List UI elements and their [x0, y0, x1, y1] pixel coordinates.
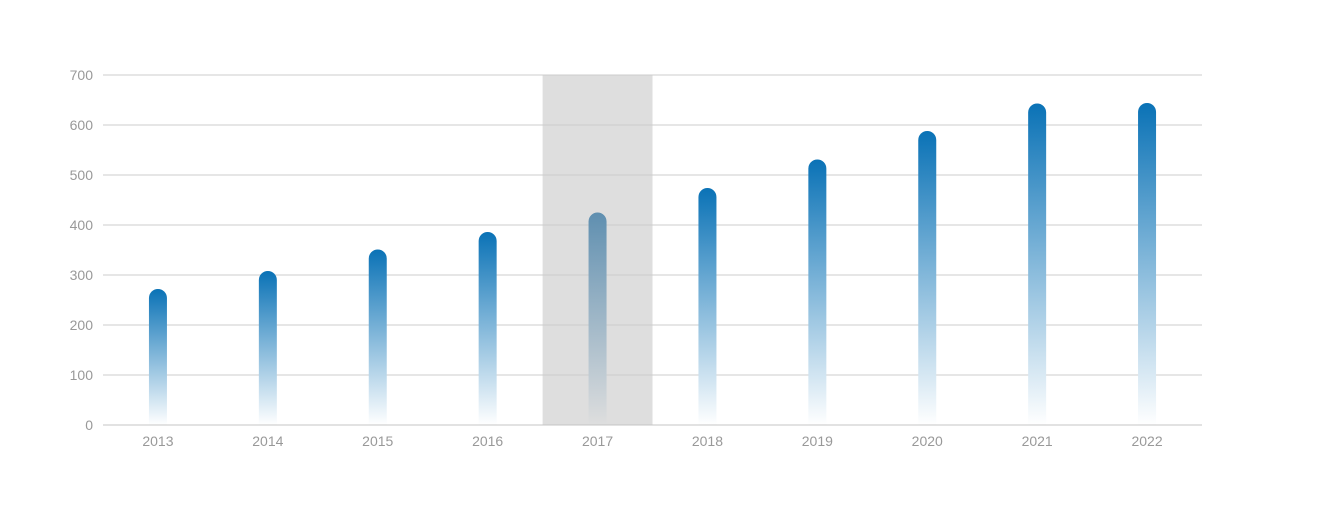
- x-tick-label: 2017: [582, 433, 613, 449]
- bar-2018: [698, 188, 717, 425]
- y-tick-label: 0: [85, 417, 93, 433]
- y-tick-label: 400: [70, 217, 94, 233]
- x-tick-label: 2015: [362, 433, 393, 449]
- bar-2016: [478, 232, 497, 425]
- x-tick-label: 2016: [472, 433, 503, 449]
- bar-2021: [1028, 103, 1047, 425]
- y-tick-label: 700: [70, 67, 94, 83]
- x-tick-label: 2022: [1131, 433, 1162, 449]
- bar-2015: [368, 249, 387, 425]
- x-tick-label: 2013: [142, 433, 173, 449]
- bar-2013: [148, 289, 167, 425]
- y-tick-label: 300: [70, 267, 94, 283]
- x-tick-label: 2014: [252, 433, 283, 449]
- bar-2014: [258, 271, 277, 425]
- axes: 0 100 200 300 400 500 600 700 2013 2014 2015 2016 20…: [70, 67, 1202, 449]
- y-tick-label: 100: [70, 367, 94, 383]
- x-tick-label: 2021: [1022, 433, 1053, 449]
- y-tick-label: 600: [70, 117, 94, 133]
- bar-2019: [808, 159, 827, 426]
- gridlines: [103, 74, 1202, 376]
- y-tick-label: 200: [70, 317, 94, 333]
- bars: [148, 103, 1157, 426]
- bar-2017: [588, 212, 607, 425]
- x-tick-label: 2018: [692, 433, 723, 449]
- x-tick-label: 2019: [802, 433, 833, 449]
- x-tick-label: 2020: [912, 433, 943, 449]
- bar-2022: [1138, 103, 1157, 425]
- y-tick-label: 500: [70, 167, 94, 183]
- bar-2020: [918, 131, 937, 425]
